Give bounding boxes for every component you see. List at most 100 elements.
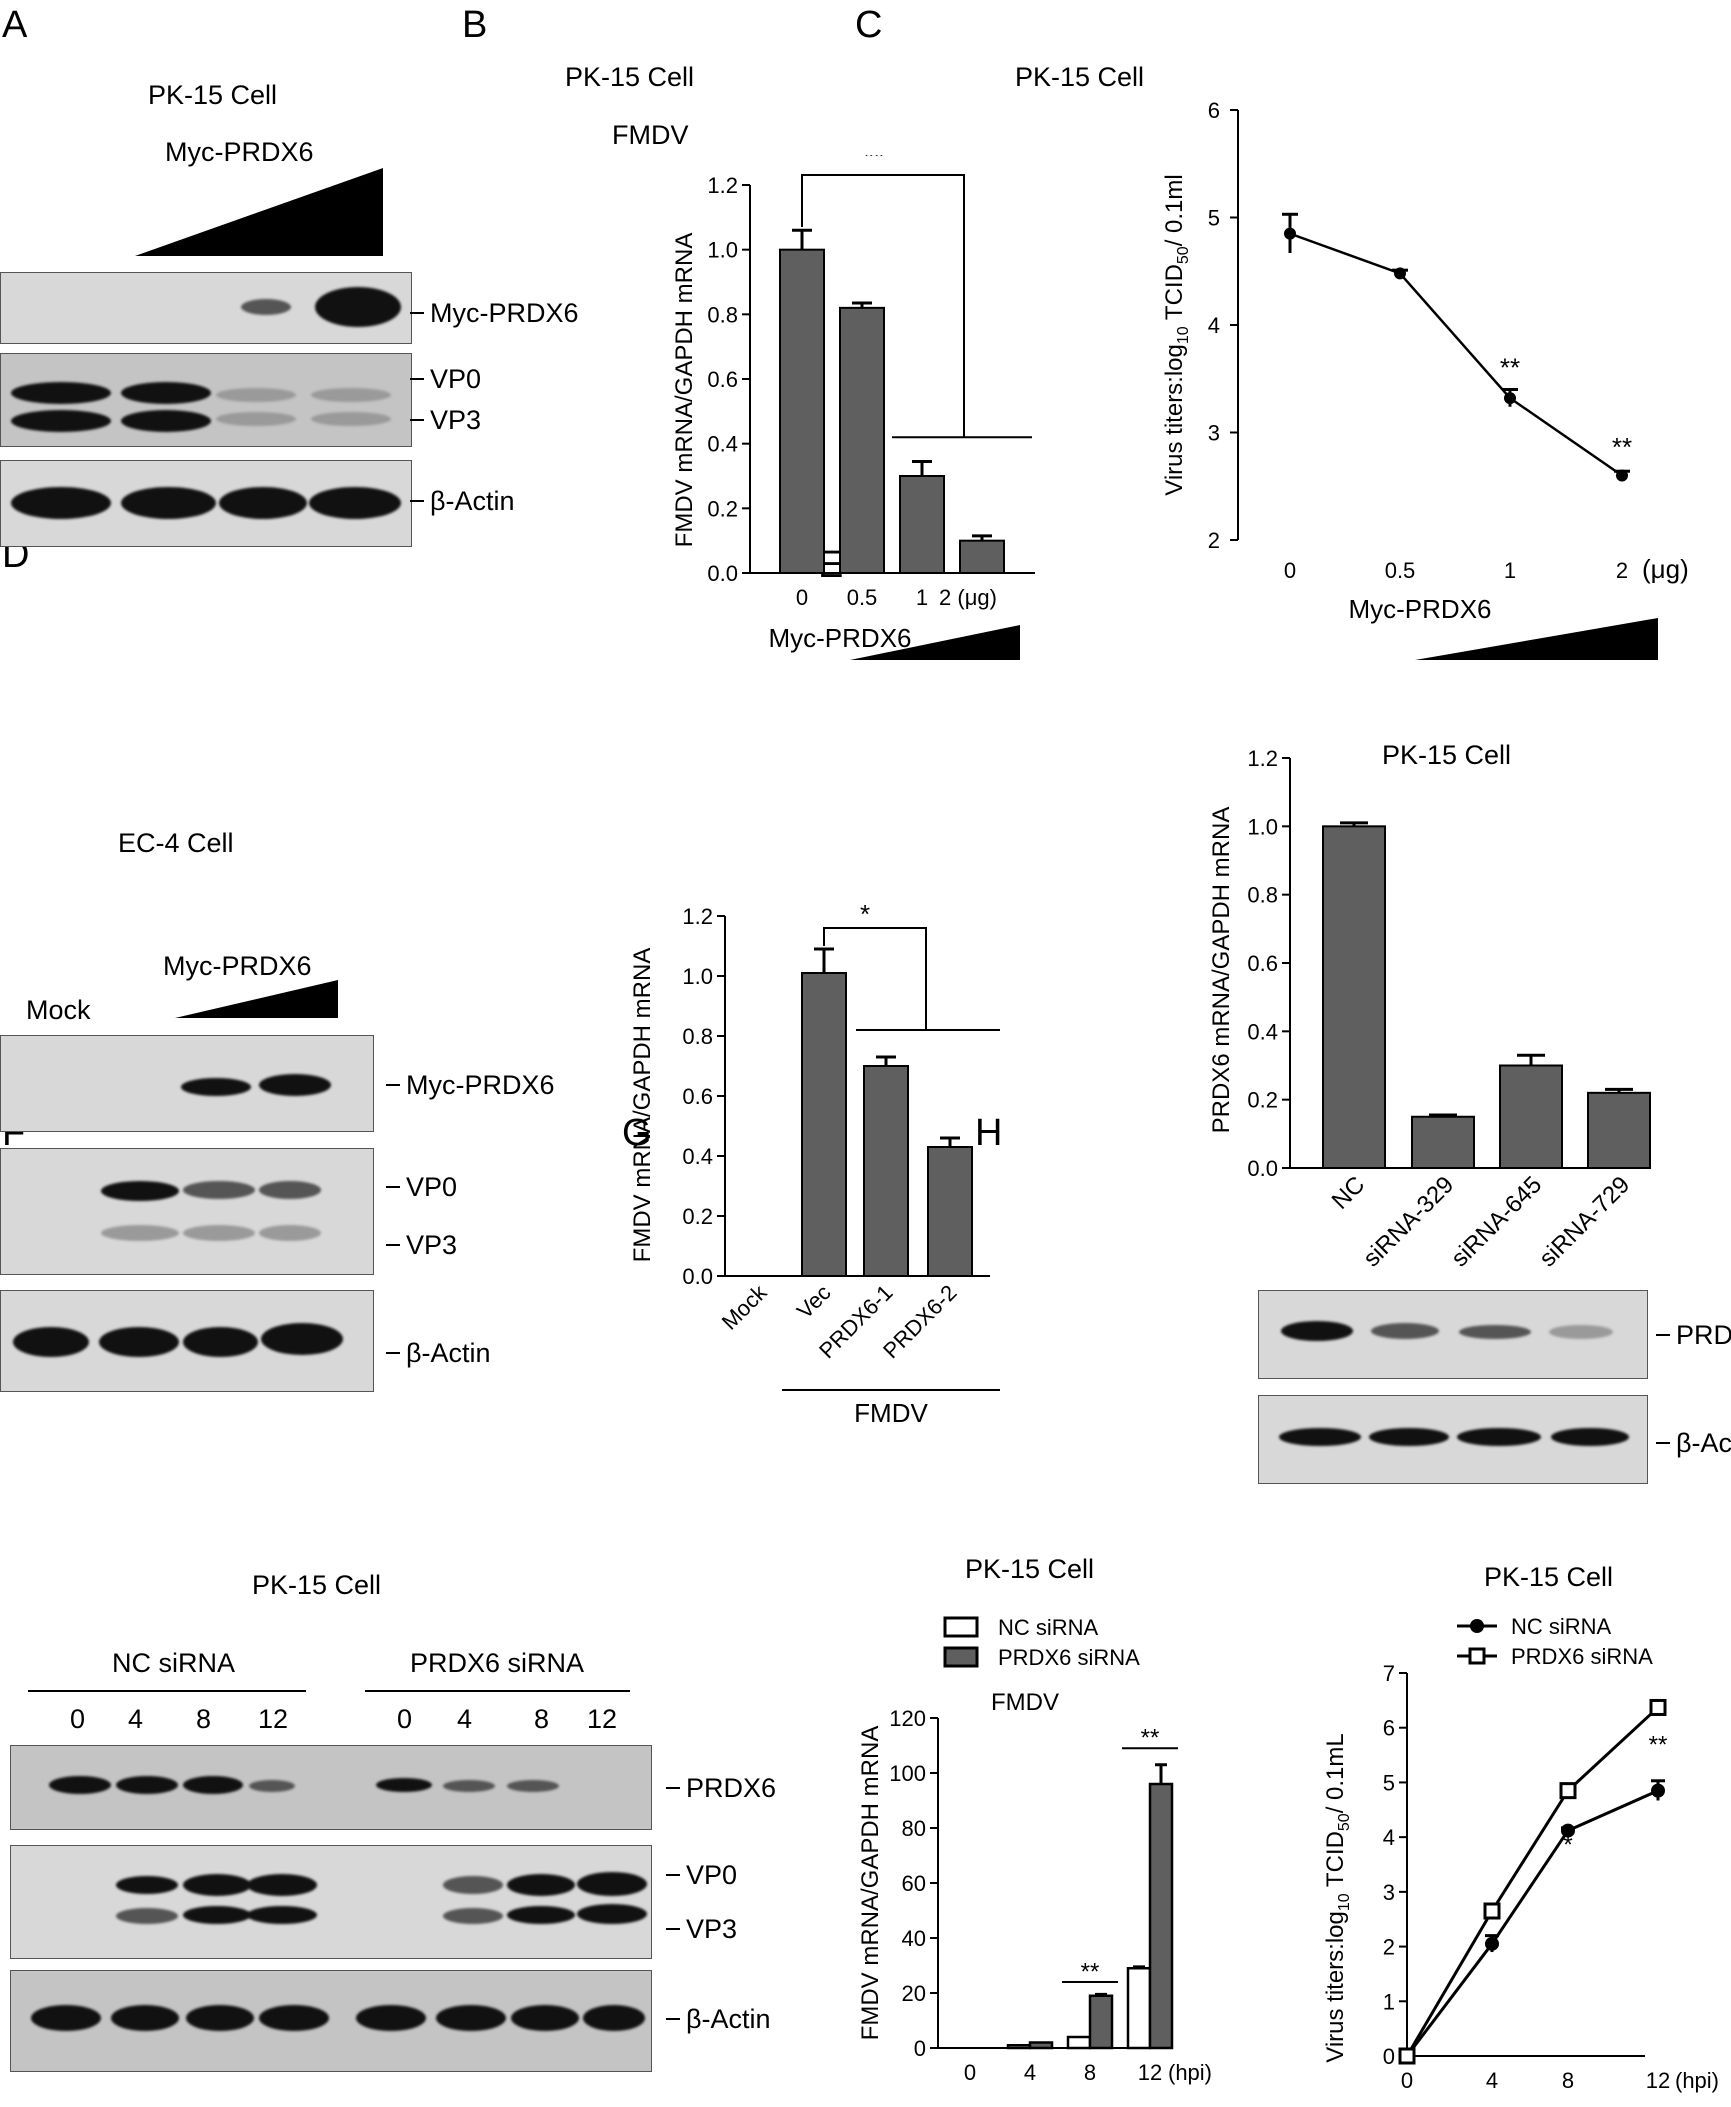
chart-g-legend-swatch-nc: [943, 1616, 979, 1638]
chart-b-x-tick-label: 1: [916, 585, 928, 610]
chart-c-x-unit: (μg): [1642, 554, 1689, 584]
chart-d-group-label: FMDV: [854, 1398, 928, 1428]
chart-g-bar-kd: [1028, 2041, 1054, 2050]
chart-e-x-tick-label: siRNA-729: [1534, 1171, 1635, 1272]
chart-h-point-nc: [1651, 1783, 1665, 1798]
panel-c-title: PK-15 Cell: [1015, 62, 1145, 92]
panel-a-label-vp0: VP0: [409, 364, 482, 394]
chart-d-y-tick-label: 0.8: [682, 1024, 713, 1049]
panel-f-group-line-nc: [28, 1690, 306, 1692]
chart-h-y-tick-label: 3: [1383, 1880, 1395, 1905]
panel-e-chart: 0.0 0.2 0.4 0.6 0.8 1.0 1.2 PRDX6 mRNA/GAPDH mR…: [1208, 746, 1651, 1272]
panel-f-time-kd-12: 12: [587, 1704, 618, 1734]
panel-f-time-nc-8: 8: [196, 1704, 212, 1734]
chart-d-y-tick-label: 0.0: [682, 1264, 713, 1289]
chart-h-significance-8: *: [1563, 1831, 1572, 1858]
panel-a-label-myc: Myc-PRDX6: [410, 298, 579, 328]
panel-letter-b: B: [462, 4, 488, 46]
chart-e-y-tick-label: 1.2: [1247, 746, 1278, 771]
panel-letter-c: C: [855, 4, 883, 46]
panel-d-chart: 0.0 0.2 0.4 0.6 0.8 1.0 1.2 FMDV mRNA/GAPDH mRN…: [629, 899, 1000, 1428]
panel-d-treatment: Myc-PRDX6: [163, 951, 312, 981]
chart-h-x-tick-label: 8: [1562, 2068, 1574, 2093]
chart-b-y-tick-label: 1.0: [707, 238, 738, 263]
chart-h-significance-12: **: [1649, 1731, 1668, 1758]
panel-d-mock: Mock: [26, 995, 91, 1025]
chart-h-x-unit: (hpi): [1675, 2068, 1719, 2093]
chart-d-bar: [801, 972, 847, 1277]
chart-c-series-line: [1289, 232, 1623, 477]
chart-c-y-tick-label: 6: [1208, 100, 1220, 123]
chart-d-significance-bracket: [823, 927, 927, 1030]
panel-a-blot-vp: [0, 353, 412, 447]
chart-h-x-tick-label: 12: [1646, 2068, 1670, 2093]
chart-d-y-tick-label: 1.2: [682, 904, 713, 929]
chart-e-x-tick-label: siRNA-329: [1358, 1171, 1459, 1272]
chart-g-y-tick-label: 80: [902, 1816, 926, 1841]
chart-g-significance-8: **: [1081, 1958, 1100, 1985]
panel-f-group-line-prdx6: [365, 1690, 630, 1692]
chart-h-point-kd: [1398, 2047, 1416, 2065]
chart-d-y-tick-label: 0.6: [682, 1084, 713, 1109]
chart-d-x-tick-label: Mock: [717, 1279, 773, 1335]
chart-b-x-tick-label: 0.5: [847, 585, 878, 610]
panel-f-group-nc: NC siRNA: [112, 1648, 236, 1678]
chart-b-bar: [839, 306, 885, 574]
chart-d-y-label: FMDV mRNA/GAPDH mRNA: [629, 948, 656, 1263]
chart-b-x-tick-label: 2 (μg): [939, 585, 997, 610]
chart-d-y-tick-label: 1.0: [682, 964, 713, 989]
panel-d-blot-vp: [0, 1148, 374, 1275]
panel-g-title: PK-15 Cell: [965, 1554, 1095, 1584]
panel-f-label-vp0: VP0: [665, 1860, 738, 1890]
panel-f-time-nc-12: 12: [258, 1704, 289, 1734]
chart-c-y-tick-label: 5: [1208, 206, 1220, 231]
panel-h-title: PK-15 Cell: [1484, 1562, 1614, 1592]
chart-g-legend-nc: NC siRNA: [998, 1615, 1099, 1640]
panel-e-label-prdx6: PRDX6: [1655, 1320, 1731, 1351]
chart-d-y-tick-label: 0.4: [682, 1144, 713, 1169]
panel-b-chart: 0.0 0.2 0.4 0.6 0.8 1.0 1.2 FMDV mRNA/GAPDH mRN…: [671, 155, 1035, 660]
chart-h-point-nc: [1561, 1823, 1575, 1838]
chart-g-legend-swatch-kd: [943, 1646, 979, 1668]
chart-e-y-tick-label: 0.0: [1247, 1156, 1278, 1181]
chart-b-y-tick-label: 1.2: [707, 173, 738, 198]
chart-e-y-tick-label: 1.0: [1247, 814, 1278, 839]
chart-b-bar: [899, 475, 945, 574]
panel-letter-h: H: [975, 1112, 1003, 1154]
chart-e-y-tick-label: 0.6: [1247, 951, 1278, 976]
chart-g-y-tick-label: 100: [889, 1761, 926, 1786]
chart-b-y-tick-label: 0.2: [707, 496, 738, 521]
chart-g-significance-12: **: [1141, 1725, 1160, 1752]
chart-h-legend-marker-kd: [1468, 1647, 1486, 1665]
chart-g-bar-nc: [1006, 2044, 1032, 2050]
chart-g-bar-kd: [1148, 1782, 1174, 2050]
panel-e-label-actin: β-Actin: [1656, 1428, 1731, 1459]
panel-e-blot-actin: [1258, 1395, 1648, 1484]
chart-h-y-tick-label: 6: [1383, 1716, 1395, 1741]
chart-b-y-tick-label: 0.0: [707, 561, 738, 586]
panel-e-blot-prdx6: [1258, 1290, 1648, 1379]
chart-e-x-tick-label: siRNA-645: [1446, 1171, 1547, 1272]
chart-g-x-tick-label: 4: [1024, 2060, 1036, 2085]
panel-d-dose-triangle: [175, 980, 338, 1018]
chart-e-bar: [1322, 825, 1386, 1169]
chart-d-y-tick-label: 0.2: [682, 1204, 713, 1229]
chart-c-y-tick-label: 4: [1208, 313, 1220, 338]
panel-f-label-vp3: VP3: [665, 1914, 738, 1944]
chart-b-y-tick-label: 0.6: [707, 367, 738, 392]
chart-e-bar: [1499, 1064, 1563, 1169]
chart-h-y-tick-label: 4: [1383, 1825, 1395, 1850]
panel-a-label-vp3: VP3: [409, 405, 482, 435]
chart-c-x-tick-label: 1: [1504, 558, 1516, 583]
panel-a-blot-myc: [0, 272, 412, 344]
panel-a-label-actin: β-Actin: [410, 486, 515, 516]
chart-b-y-tick-label: 0.8: [707, 302, 738, 327]
chart-c-y-tick-label: 3: [1208, 421, 1220, 446]
panel-f-blot-prdx6: [10, 1745, 652, 1830]
chart-g-x-tick-label: 8: [1084, 2060, 1096, 2085]
chart-d-bar: [927, 1146, 973, 1277]
panel-d-title: EC-4 Cell: [118, 828, 234, 858]
chart-e-y-tick-label: 0.2: [1247, 1088, 1278, 1113]
panel-f-label-prdx6: PRDX6: [665, 1773, 777, 1803]
chart-h-y-label: Virus titers:log10 TCID50/ 0.1mL: [1322, 1733, 1353, 2063]
